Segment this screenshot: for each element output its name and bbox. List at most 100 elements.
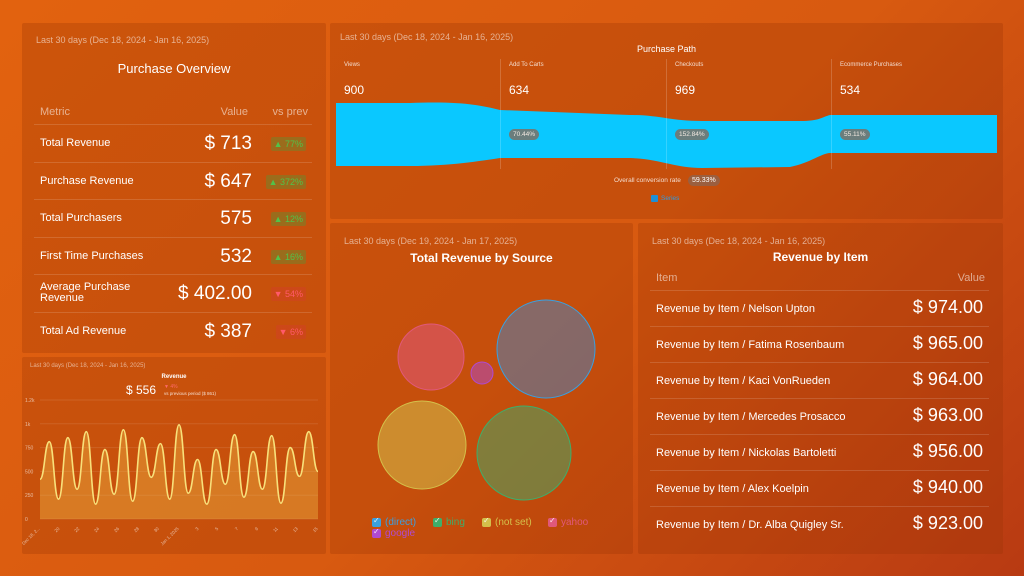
table-row: First Time Purchases 532 ▲ 16%	[34, 236, 312, 275]
step-label: Ecommerce Purchases	[840, 62, 903, 68]
item-value: $ 923.00	[912, 513, 983, 533]
x-tick-label: 5	[214, 526, 220, 532]
table-row: Revenue by Item / Kaci VonRueden $ 964.00	[650, 362, 989, 398]
y-tick-label: 1k	[25, 422, 31, 428]
table-row: Total Revenue $ 713 ▲ 77%	[34, 124, 312, 162]
y-tick-label: 1.2k	[25, 398, 35, 404]
funnel-area	[336, 102, 997, 168]
bubble-google	[470, 361, 494, 385]
x-tick-label: 20	[53, 526, 60, 533]
checkbox-icon	[372, 516, 381, 527]
revenue-by-source-panel: Last 30 days (Dec 19, 2024 - Jan 17, 202…	[330, 223, 633, 554]
table-row: Total Ad Revenue $ 387 ▼ 6%	[34, 311, 312, 350]
x-tick-label: 3	[194, 526, 200, 532]
table-row: Revenue by Item / Mercedes Prosacco $ 963…	[650, 398, 989, 434]
revenue-by-item-panel: Last 30 days (Dec 18, 2024 - Jan 16, 202…	[638, 223, 1003, 554]
table-row: Revenue by Item / Nickolas Bartoletti $ 9…	[650, 434, 989, 470]
revenue-area	[40, 424, 318, 519]
x-tick-label: 11	[272, 526, 279, 533]
metric-value: $ 402.00	[178, 283, 252, 304]
item-name: Revenue by Item / Nelson Upton	[656, 303, 815, 315]
legend-series[interactable]: Series	[651, 195, 679, 202]
checkbox-icon	[482, 516, 491, 527]
metric-name: Purchase Revenue	[40, 174, 134, 187]
column-header-value: Value	[220, 106, 248, 118]
x-tick-label: 28	[133, 526, 140, 533]
legend-item[interactable]: bing	[433, 516, 465, 528]
metric-value: $ 387	[204, 320, 252, 342]
metric-name: Total Purchasers	[40, 212, 122, 224]
funnel-step: Add To Carts 634 70.44%	[500, 59, 666, 169]
checkbox-icon	[548, 516, 557, 527]
item-name: Revenue by Item / Nickolas Bartoletti	[656, 447, 837, 459]
panel-title: Revenue by Item	[772, 250, 869, 264]
checkbox-icon	[651, 195, 658, 202]
item-name: Revenue by Item / Fatima Rosenbaum	[656, 339, 845, 351]
item-name: Revenue by Item / Dr. Alba Quigley Sr.	[656, 519, 844, 531]
revenue-prev-note: vs previous period ($ 861)	[164, 391, 217, 396]
legend-item[interactable]: google	[372, 527, 415, 539]
change-badge: ▲ 16%	[270, 249, 306, 264]
x-tick-label: 30	[153, 526, 160, 533]
legend-label: bing	[446, 517, 465, 528]
funnel-step: Checkouts 969 152.84%	[666, 59, 832, 169]
item-name: Revenue by Item / Mercedes Prosacco	[656, 411, 846, 423]
item-name: Revenue by Item / Alex Koelpin	[656, 483, 809, 495]
change-badge: ▼ 6%	[275, 324, 306, 339]
bubble-chart	[377, 299, 596, 501]
metric-name: First Time Purchases	[40, 249, 144, 262]
purchase-overview-panel: Last 30 days (Dec 18, 2024 - Jan 16, 202…	[22, 23, 326, 353]
item-value: $ 956.00	[912, 441, 983, 461]
step-label: Add To Carts	[509, 62, 544, 68]
legend-label: yahoo	[561, 517, 589, 528]
y-tick-label: 500	[25, 469, 34, 475]
x-tick-label: 15	[312, 526, 319, 533]
metric-value: $ 647	[204, 170, 252, 192]
legend-label: Series	[661, 195, 680, 202]
item-value: $ 964.00	[912, 369, 983, 389]
chart-title: Revenue	[161, 374, 187, 380]
y-tick-label: 750	[25, 446, 34, 452]
item-value: $ 963.00	[912, 405, 983, 425]
period-label: Last 30 days (Dec 18, 2024 - Jan 16, 202…	[30, 363, 146, 369]
legend-label: (not set)	[495, 517, 532, 528]
step-percentage: 152.84%	[675, 129, 709, 140]
panel-title: Purchase Overview	[117, 61, 231, 76]
x-tick-label: Jan 1, 2025	[160, 526, 181, 547]
funnel-step: Views 900	[336, 59, 502, 169]
column-header-item: Item	[656, 272, 678, 284]
table-row: Revenue by Item / Nelson Upton $ 974.00	[650, 290, 989, 326]
y-tick-label: 0	[25, 517, 28, 523]
column-header-metric: Metric	[40, 106, 70, 118]
funnel-step: Ecommerce Purchases 534 55.11%	[831, 59, 997, 169]
table-row: Revenue by Item / Fatima Rosenbaum $ 965.…	[650, 326, 989, 362]
metric-value: 575	[220, 208, 252, 229]
bubble-yahoo	[397, 323, 465, 391]
step-percentage: 70.44%	[509, 129, 540, 140]
legend-item[interactable]: (direct)	[372, 516, 416, 528]
column-header-value: Value	[957, 272, 985, 284]
x-tick-label: 9	[254, 526, 260, 532]
bubble-direct	[496, 299, 596, 399]
item-value: $ 974.00	[912, 297, 983, 317]
conversion-label: Overall conversion rate	[614, 177, 681, 184]
legend-item[interactable]: yahoo	[548, 516, 589, 528]
checkbox-icon	[372, 527, 381, 538]
period-label: Last 30 days (Dec 18, 2024 - Jan 16, 202…	[36, 35, 210, 45]
metric-value: $ 713	[204, 133, 252, 154]
period-label: Last 30 days (Dec 19, 2024 - Jan 17, 202…	[344, 236, 518, 246]
table-header: Metric Value vs prev	[40, 106, 308, 122]
conversion-badge: 59.33%	[688, 175, 720, 186]
period-label: Last 30 days (Dec 18, 2024 - Jan 16, 202…	[652, 236, 826, 246]
x-tick-label: 7	[234, 526, 240, 532]
revenue-area-chart: 1.2k 1k 750 500 250 0 Dec 18, 2... 20 22 24 26 28 30…	[22, 398, 319, 547]
step-percentage: 55.11%	[840, 129, 870, 140]
legend-item[interactable]: (not set)	[482, 516, 532, 528]
step-label: Views	[344, 62, 360, 68]
x-tick-label: Dec 18, 2...	[22, 526, 41, 546]
change-badge: ▼ 54%	[270, 287, 306, 301]
table-row: Revenue by Item / Alex Koelpin $ 940.00	[650, 470, 989, 506]
funnel-chart	[336, 102, 997, 168]
bubble-not-set	[377, 400, 467, 490]
revenue-change: ▼ 4%	[164, 384, 178, 390]
